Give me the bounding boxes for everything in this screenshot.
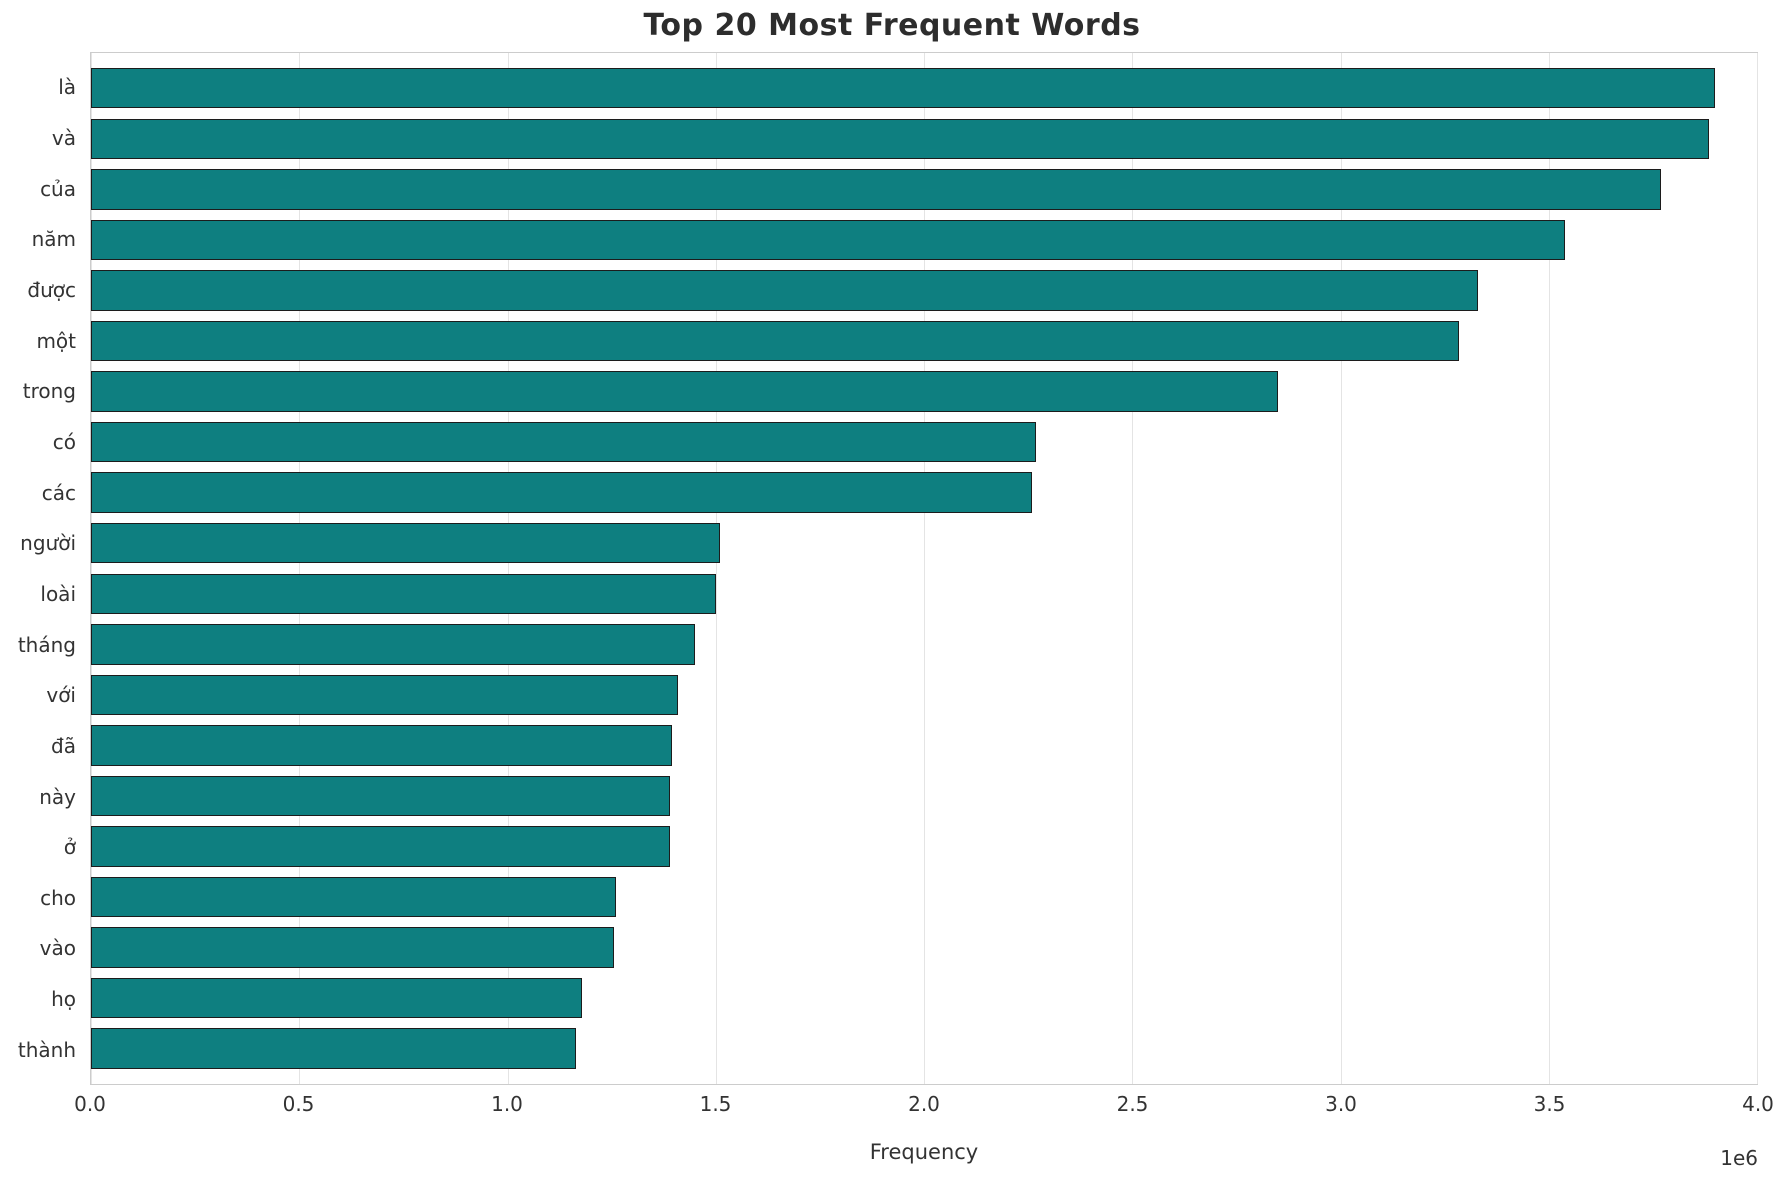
bar-row: [91, 215, 1757, 266]
bar-thành: [91, 1028, 577, 1069]
y-tick-label: và: [51, 125, 76, 150]
bar-cho: [91, 876, 616, 918]
bar-row: [91, 619, 1757, 670]
bar-với: [91, 674, 679, 716]
bar-row: [91, 164, 1757, 215]
x-tick-label: 3.0: [1325, 1092, 1357, 1116]
bar-ở: [91, 826, 670, 867]
gridline: [1757, 53, 1758, 1084]
bars-container: [91, 53, 1757, 1084]
gridline: [924, 53, 925, 1084]
bar-row: [91, 771, 1757, 822]
y-tick-label: ở: [63, 835, 76, 860]
bar-row: [91, 568, 1757, 619]
bar-row: [91, 417, 1757, 468]
bar-một: [91, 320, 1460, 362]
bar-được: [91, 270, 1478, 311]
bar-là: [91, 68, 1716, 109]
y-tick-label: đã: [51, 733, 76, 758]
x-tick-label: 3.5: [1533, 1092, 1566, 1116]
x-tick-label: 2.5: [1116, 1092, 1149, 1116]
bar-đã: [91, 725, 673, 766]
y-tick-label: năm: [31, 227, 76, 252]
bar-row: [91, 922, 1757, 973]
gridlines: [91, 53, 1758, 1084]
bar-row: [91, 973, 1757, 1024]
gridline: [1340, 53, 1342, 1084]
y-tick-label: họ: [51, 987, 76, 1012]
y-tick-label: một: [36, 328, 76, 353]
bar-người: [91, 522, 720, 564]
bar-row: [91, 872, 1757, 923]
bar-năm: [91, 219, 1566, 261]
y-tick-label: trong: [22, 379, 76, 404]
x-tick-label: 0.5: [282, 1092, 315, 1116]
bar-row: [91, 670, 1757, 721]
gridline: [91, 53, 92, 1084]
bar-các: [91, 472, 1033, 513]
y-tick-label: của: [40, 176, 76, 201]
y-axis-labels: là và của năm được một trong có các người loài thán…: [0, 52, 80, 1085]
bar-row: [91, 265, 1757, 316]
bar-row: [91, 720, 1757, 771]
y-tick-label: thành: [17, 1037, 76, 1062]
bar-có: [91, 421, 1037, 463]
y-tick-label: người: [20, 531, 76, 556]
x-tick-label: 1.5: [699, 1092, 732, 1116]
gridline: [299, 53, 301, 1084]
bar-row: [91, 114, 1757, 165]
bar-vào: [91, 927, 614, 968]
bar-của: [91, 169, 1662, 210]
x-tick-label: 2.0: [908, 1092, 940, 1116]
gridline: [1548, 53, 1550, 1084]
gridline: [715, 53, 717, 1084]
bar-trong: [91, 371, 1279, 412]
bar-tháng: [91, 624, 695, 665]
y-tick-label: các: [41, 480, 76, 505]
gridline: [1132, 53, 1134, 1084]
y-tick-label: tháng: [17, 632, 76, 657]
bar-row: [91, 366, 1757, 417]
y-tick-label: là: [58, 75, 76, 100]
y-tick-label: được: [27, 277, 76, 302]
gridline: [507, 53, 509, 1084]
bar-row: [91, 467, 1757, 518]
x-axis-ticks: 0.0 0.5 1.0 1.5 2.0 2.5 3.0 3.5 4.0: [74, 1092, 1774, 1122]
y-tick-label: này: [39, 784, 76, 809]
bar-loài: [91, 573, 716, 614]
axis-offset-label: 1e6: [1720, 1146, 1758, 1170]
bar-họ: [91, 977, 583, 1019]
chart-title: Top 20 Most Frequent Words: [643, 8, 1141, 43]
bar-và: [91, 118, 1710, 160]
y-tick-label: loài: [40, 581, 76, 606]
y-tick-label: cho: [40, 885, 76, 910]
x-tick-label: 4.0: [1742, 1092, 1774, 1116]
bar-row: [91, 821, 1757, 872]
plot-area: [90, 52, 1758, 1085]
bar-row: [91, 316, 1757, 367]
bar-này: [91, 775, 670, 817]
x-tick-label: 0.0: [74, 1092, 106, 1116]
x-axis-title: Frequency: [869, 1140, 979, 1164]
bar-row: [91, 518, 1757, 569]
y-tick-label: với: [46, 683, 76, 708]
x-tick-label: 1.0: [491, 1092, 523, 1116]
bar-row: [91, 63, 1757, 114]
y-tick-label: có: [52, 429, 76, 454]
y-tick-label: vào: [39, 936, 76, 961]
bar-row: [91, 1023, 1757, 1074]
